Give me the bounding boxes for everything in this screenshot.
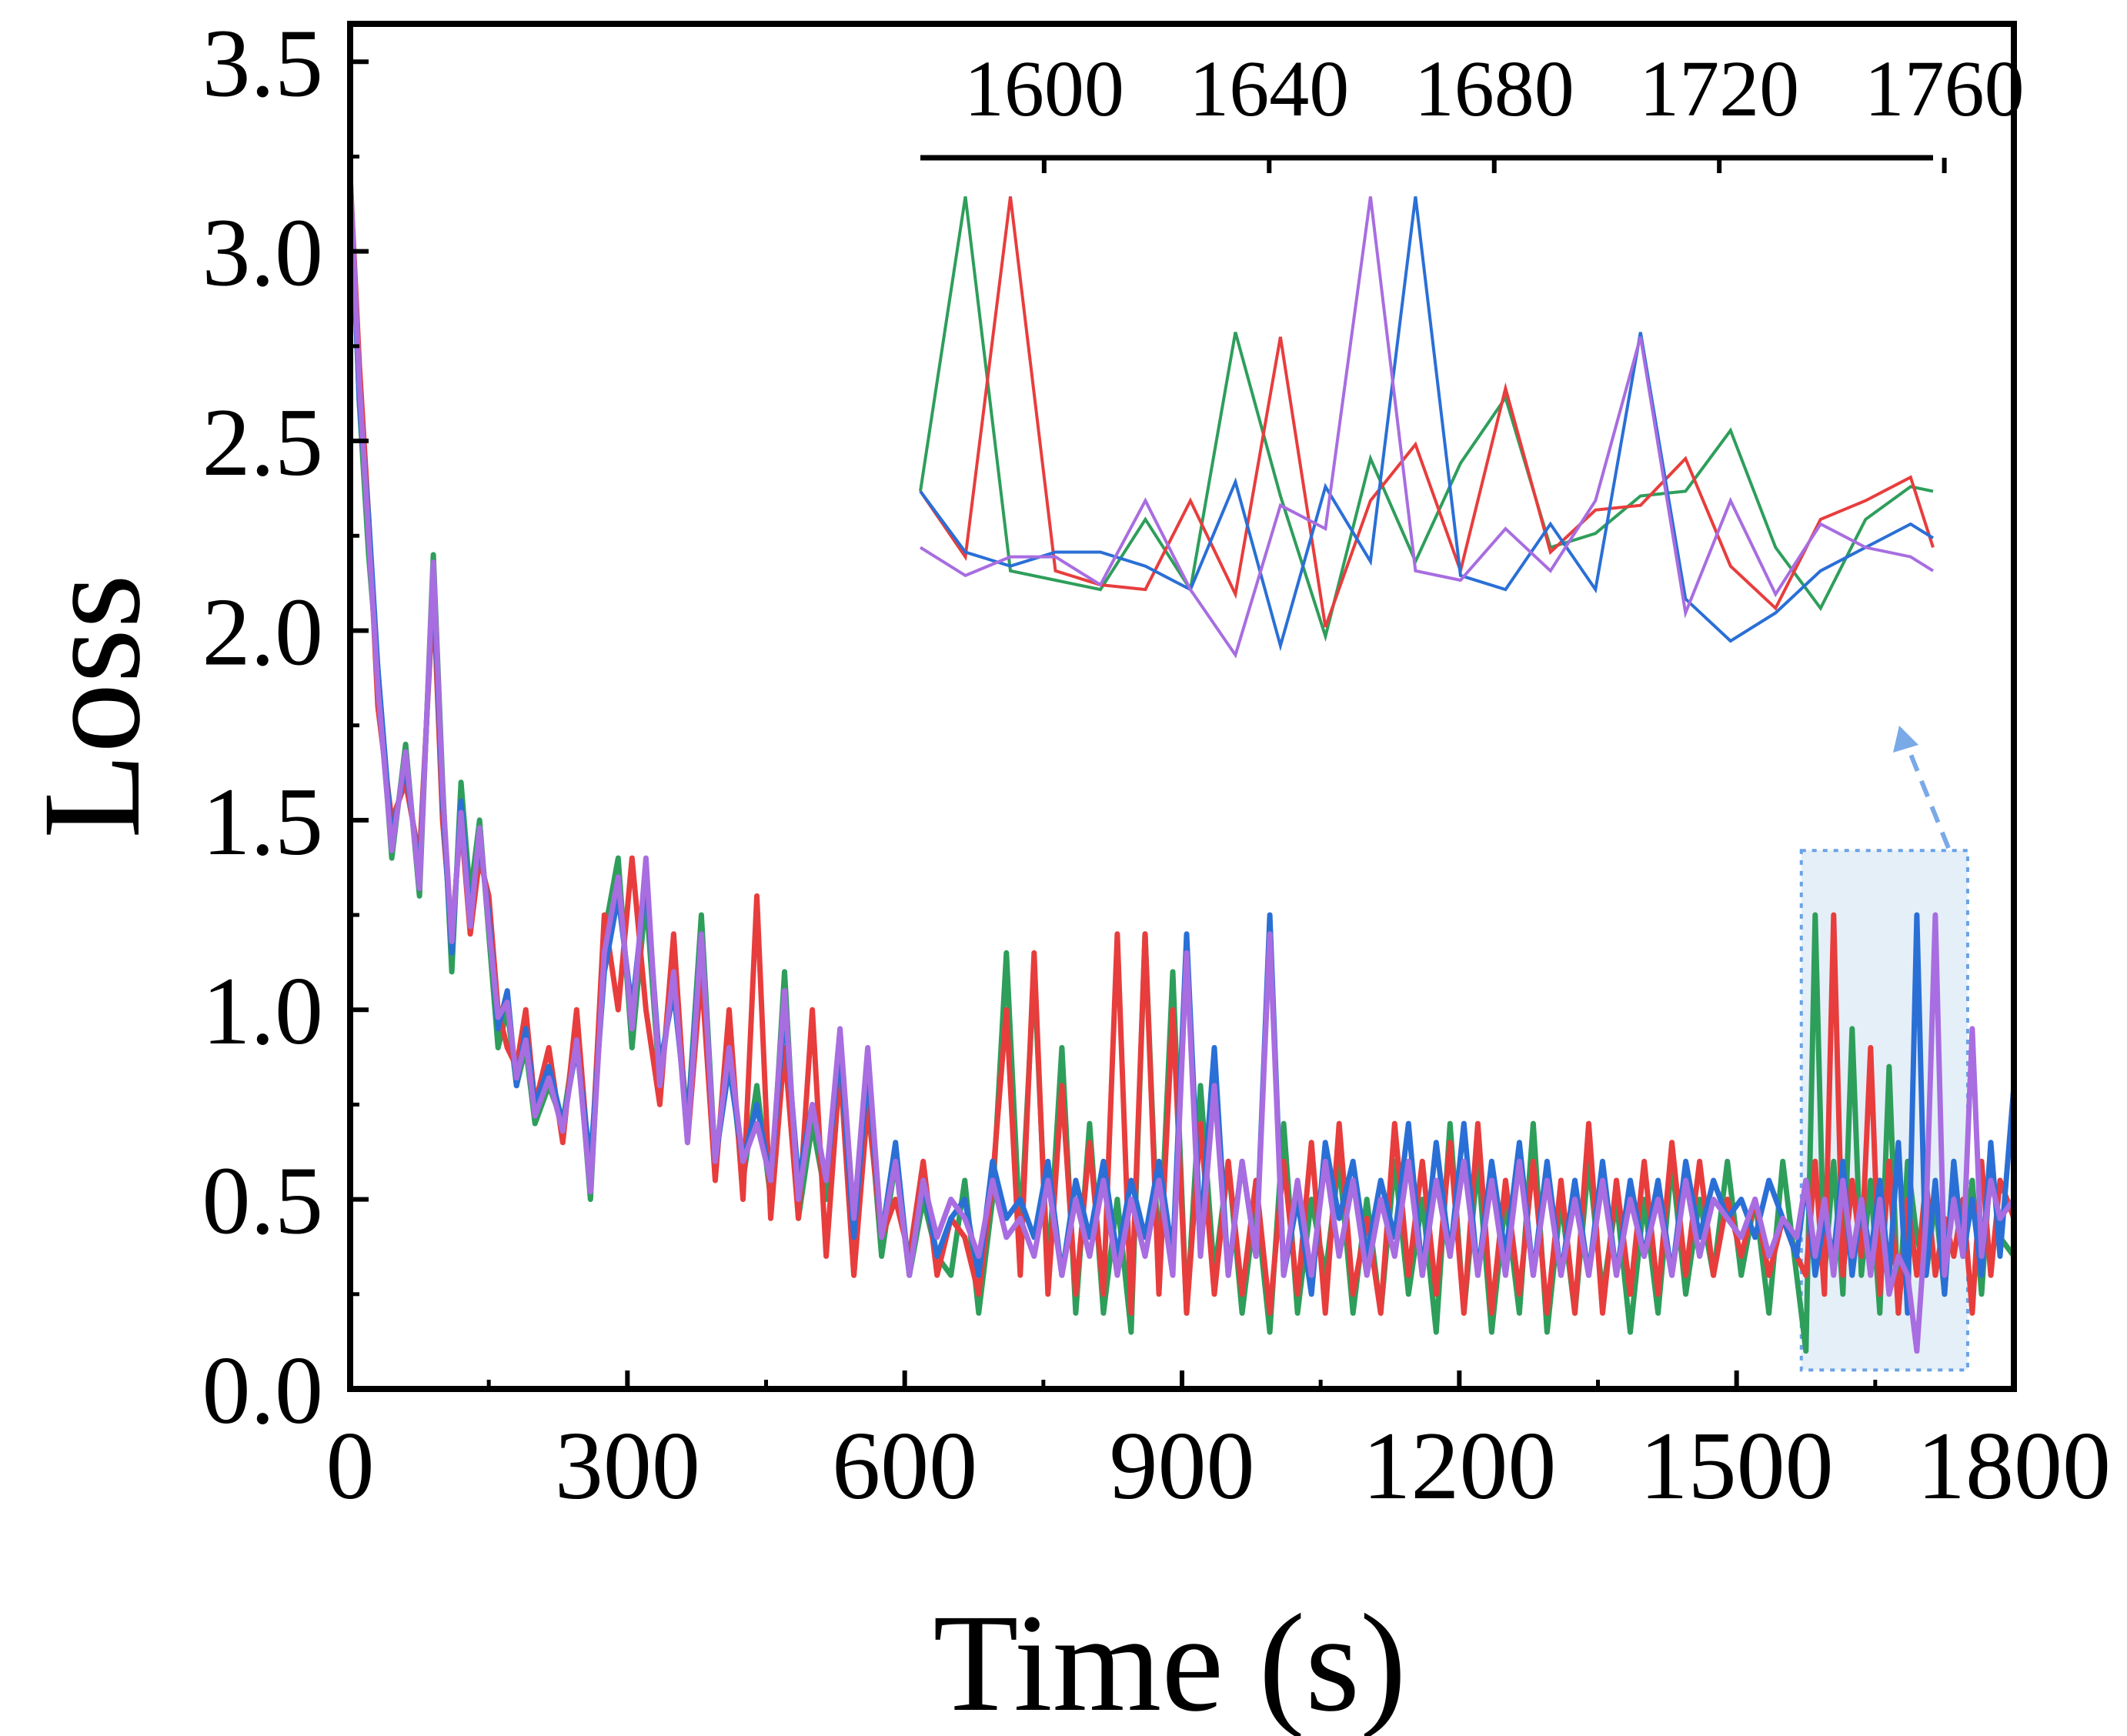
inset-x-tick-label: 1720	[1639, 45, 1799, 133]
x-axis-title: Time (s)	[933, 1586, 1406, 1736]
series-line-green	[347, 175, 2016, 1354]
x-tick-label: 300	[555, 1413, 700, 1520]
inset-series-line-red	[919, 196, 1935, 628]
x-tick-label: 0	[326, 1413, 375, 1520]
x-tick-label: 900	[1110, 1413, 1255, 1520]
main-series-group	[347, 175, 2017, 1354]
x-tick-label: 1800	[1917, 1413, 2111, 1520]
x-tick-label: 600	[832, 1413, 977, 1520]
inset-series-line-green	[919, 196, 1934, 643]
series-line-purple	[347, 175, 2016, 1354]
inset-series-group	[919, 196, 1935, 659]
y-tick-label: 2.5	[202, 389, 324, 496]
inset-x-tick-label: 1640	[1189, 45, 1349, 133]
inset-series-line-purple	[919, 196, 1935, 659]
inset-x-tick-label: 1680	[1414, 45, 1574, 133]
y-tick-label: 1.0	[202, 958, 324, 1065]
x-tick-label: 1500	[1640, 1413, 1834, 1520]
y-tick-label: 0.5	[202, 1148, 324, 1255]
y-tick-label: 1.5	[202, 769, 324, 876]
inset-x-tick-label: 1760	[1865, 45, 2025, 133]
main-axis-ticks: 0 300 600 900 1200 1500 1800 0.0 0.5 1.0 1.5 2.0 2.5…	[202, 10, 2112, 1520]
inset-axis-ticks: 1600 1640 1680 1720 1760	[964, 45, 2025, 173]
y-tick-label: 3.0	[202, 200, 324, 307]
y-tick-label: 3.5	[202, 10, 324, 117]
inset-x-tick-label: 1600	[964, 45, 1124, 133]
inset-series-line-blue	[919, 196, 1935, 652]
y-tick-label: 0.0	[202, 1337, 324, 1444]
x-tick-label: 1200	[1362, 1413, 1556, 1520]
zoom-arrow	[1905, 743, 1951, 850]
y-axis-title: Loss	[15, 574, 169, 839]
zoom-arrowhead-icon	[1893, 726, 1918, 753]
y-tick-label: 2.0	[202, 579, 324, 686]
